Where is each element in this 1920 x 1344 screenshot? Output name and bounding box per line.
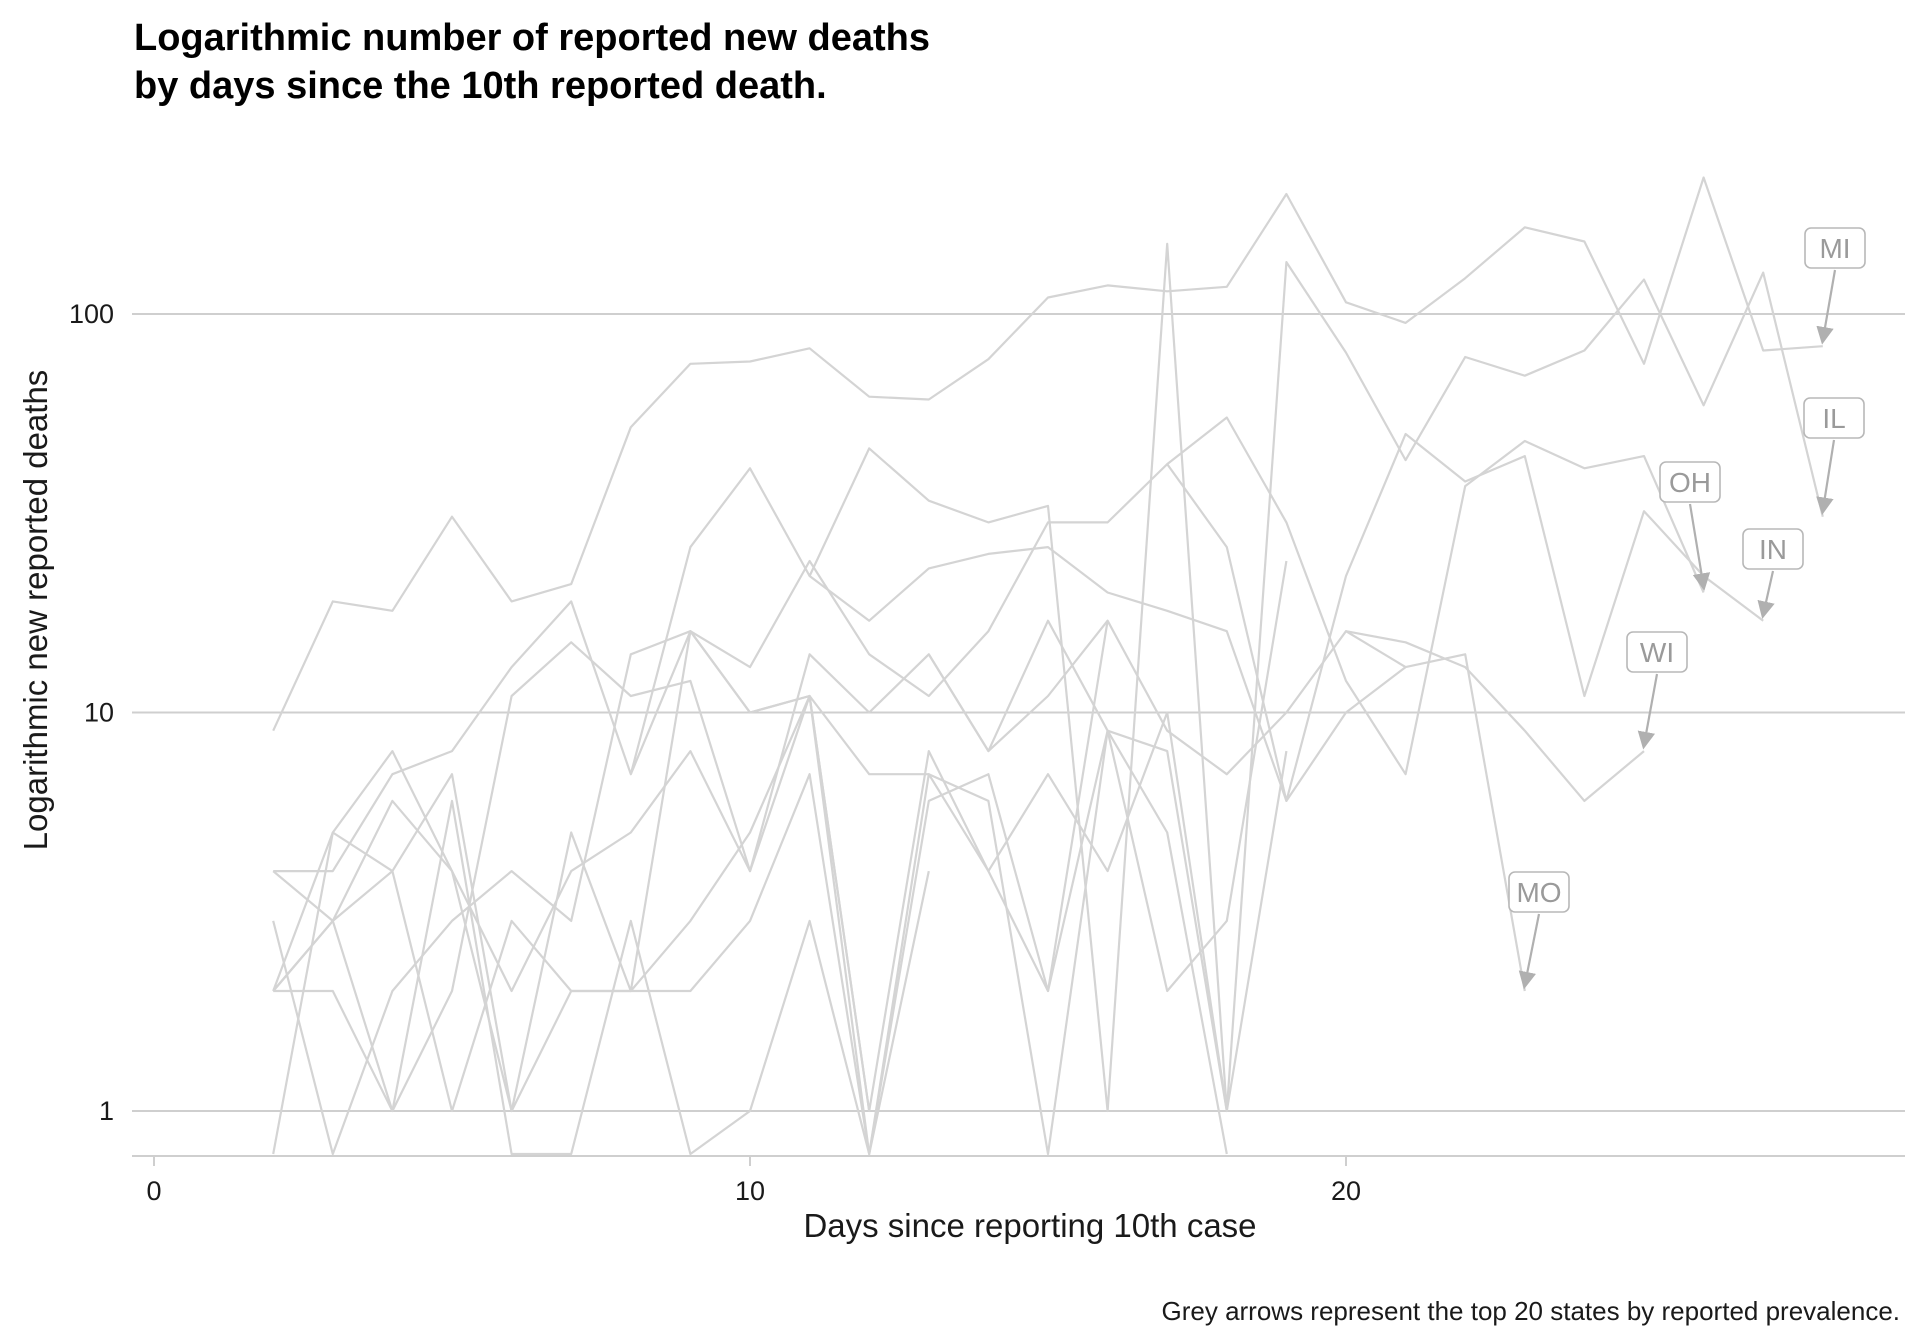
label-arrow-mi	[1816, 269, 1837, 345]
series-line-in	[629, 432, 1764, 803]
label-box-il	[1803, 397, 1865, 439]
label-text-in: IN	[1759, 534, 1787, 565]
series-label-mi: MI	[1804, 227, 1866, 345]
series-line-11	[272, 630, 930, 1156]
series-labels: MI IL OH IN WI MO	[1508, 227, 1866, 990]
series-label-in: IN	[1742, 528, 1804, 619]
x-tick-label-10: 10	[735, 1176, 765, 1206]
label-box-wi	[1626, 631, 1688, 673]
label-arrow-wi	[1637, 673, 1659, 750]
label-box-mo	[1508, 871, 1570, 913]
series-label-mo: MO	[1508, 871, 1570, 990]
series-label-il: IL	[1803, 397, 1865, 516]
label-box-mi	[1804, 227, 1866, 269]
label-box-oh	[1659, 461, 1721, 503]
series-line-14	[272, 694, 871, 1113]
series-line-12	[272, 620, 1109, 1156]
series-line-13	[273, 729, 1228, 1156]
y-tick-label-1: 1	[99, 1096, 114, 1126]
label-text-mi: MI	[1819, 233, 1850, 264]
axes: 1 10 100 0 10 20	[69, 299, 1905, 1206]
x-axis-label: Days since reporting 10th case	[803, 1207, 1257, 1244]
label-arrow-in	[1757, 570, 1775, 619]
series-line-7	[273, 463, 1407, 873]
label-arrow-oh	[1688, 503, 1711, 591]
label-text-wi: WI	[1640, 637, 1674, 668]
chart-title: Logarithmic number of reported new death…	[134, 17, 930, 107]
series-line-mo	[927, 619, 1526, 992]
grid-lines	[132, 313, 1905, 1112]
label-text-mo: MO	[1516, 877, 1561, 908]
series-label-oh: OH	[1659, 461, 1721, 591]
y-tick-label-10: 10	[84, 698, 114, 728]
series-line-9	[272, 641, 1288, 1113]
series-line-mi	[272, 176, 1823, 732]
series-line-il	[808, 242, 1824, 1113]
series-line-wi	[1345, 630, 1645, 803]
x-tick-label-0: 0	[146, 1176, 161, 1206]
label-box-in	[1742, 528, 1804, 570]
label-arrow-mo	[1518, 913, 1541, 990]
series-label-wi: WI	[1626, 631, 1688, 750]
label-text-oh: OH	[1669, 467, 1711, 498]
series-lines	[272, 176, 1824, 1156]
y-tick-label-100: 100	[69, 299, 114, 329]
label-text-il: IL	[1822, 403, 1845, 434]
series-line-10	[272, 560, 1288, 1113]
label-arrow-il	[1816, 439, 1836, 516]
x-tick-label-20: 20	[1331, 1176, 1361, 1206]
series-line-oh	[1166, 416, 1705, 776]
chart-caption: Grey arrows represent the top 20 states …	[1161, 1296, 1901, 1326]
